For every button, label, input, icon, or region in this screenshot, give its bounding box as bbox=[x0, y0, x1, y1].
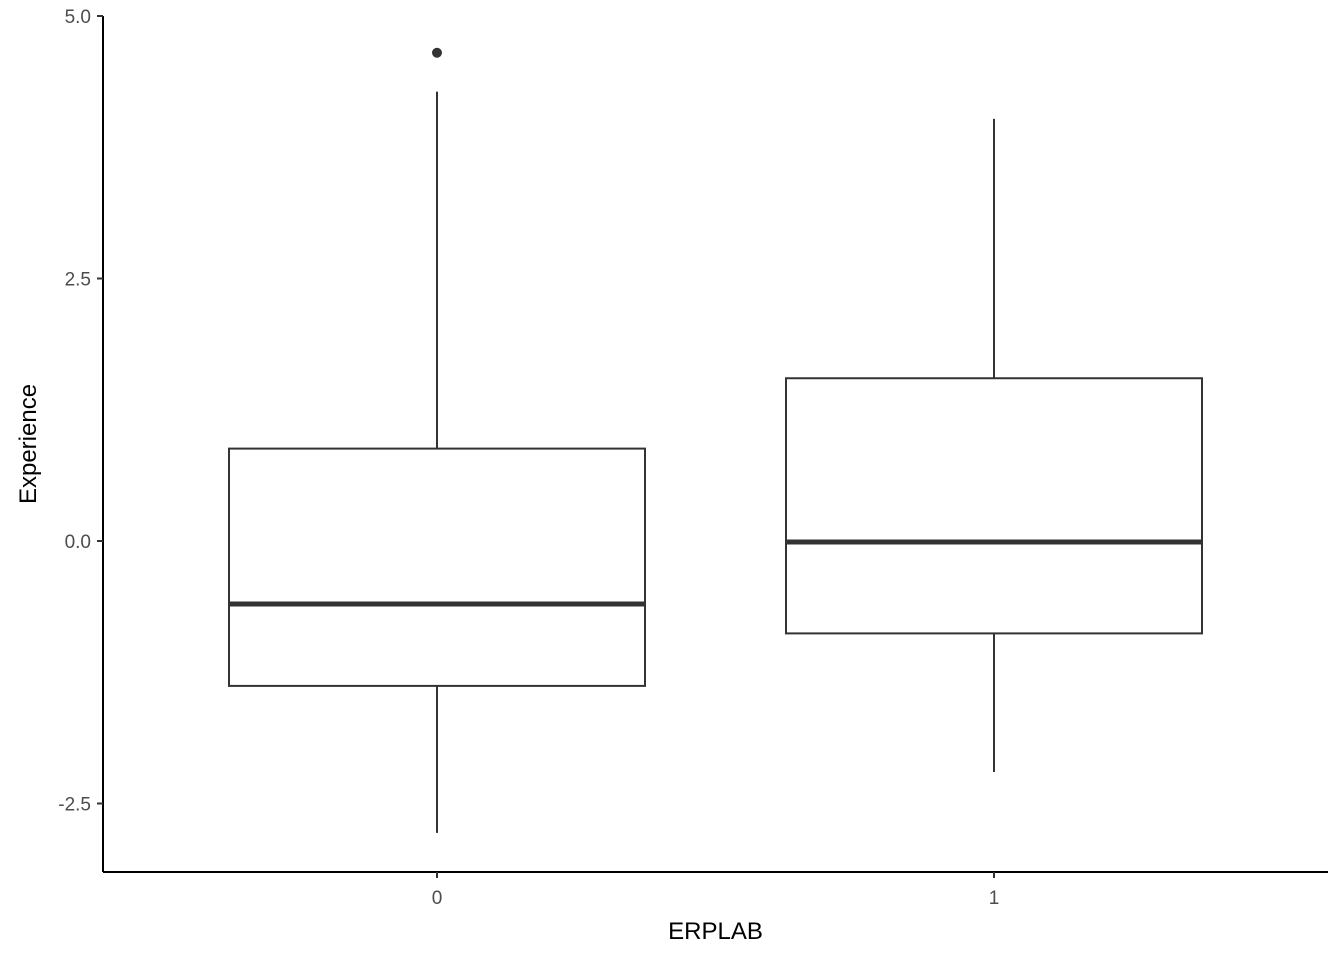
box-group-1 bbox=[785, 118, 1203, 772]
ticks-layer: 5.0 2.5 0.0 -2.5 0 1 bbox=[58, 7, 999, 909]
boxes-layer bbox=[228, 47, 1203, 833]
y-tick-label: 5.0 bbox=[65, 7, 91, 28]
y-axis-title: Experience bbox=[15, 384, 42, 504]
y-tick-label: 2.5 bbox=[65, 270, 91, 291]
box-group-0 bbox=[228, 47, 646, 833]
y-tick-label: 0.0 bbox=[65, 532, 91, 553]
box-iqr bbox=[228, 447, 646, 687]
x-tick-label: 0 bbox=[432, 888, 443, 909]
box-iqr bbox=[785, 377, 1203, 635]
outlier-point bbox=[432, 47, 442, 58]
axes-layer bbox=[102, 16, 1328, 873]
x-tick-label: 1 bbox=[989, 888, 1000, 909]
x-axis-title: ERPLAB bbox=[668, 918, 763, 945]
y-tick-label: -2.5 bbox=[58, 795, 91, 816]
